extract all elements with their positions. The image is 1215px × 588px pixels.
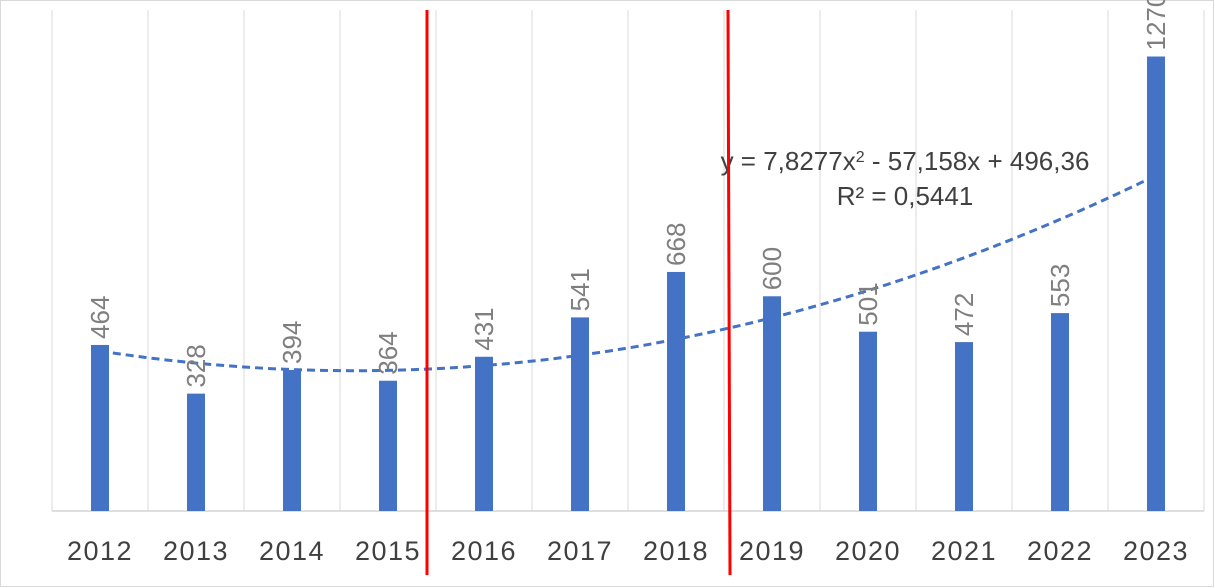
x-tick-label: 2016 (451, 536, 517, 566)
bar (187, 393, 205, 511)
x-tick-label: 2021 (931, 536, 997, 566)
x-tick-label: 2023 (1123, 536, 1189, 566)
x-tick-label: 2014 (259, 536, 325, 566)
x-tick-label: 2022 (1027, 536, 1093, 566)
data-label: 668 (661, 223, 691, 266)
bar (379, 380, 397, 511)
bar (283, 370, 301, 511)
x-tick-label: 2015 (355, 536, 421, 566)
equation-part: - 57,158x + 496,36 (865, 146, 1090, 176)
data-label: 328 (181, 344, 211, 387)
data-label: 1270 (1141, 0, 1171, 51)
labels: 2012 464 2013 328 2014 394 2015 364 2016 431 2017 5… (67, 0, 1189, 566)
trendline (99, 174, 1157, 373)
x-tick-label: 2019 (739, 536, 805, 566)
data-label: 431 (469, 307, 499, 350)
x-tick-label: 2017 (547, 536, 613, 566)
bar (955, 342, 973, 511)
x-tick-label: 2012 (67, 536, 133, 566)
data-label: 501 (853, 282, 883, 325)
trendline-r-squared: R² = 0,5441 (837, 181, 974, 211)
data-label: 541 (565, 268, 595, 311)
bar (475, 356, 493, 511)
bar (1051, 313, 1069, 511)
bar (571, 317, 589, 511)
grid (51, 10, 1205, 512)
data-label: 394 (277, 321, 307, 364)
data-label: 464 (85, 296, 115, 339)
equation-exponent: 2 (856, 149, 865, 166)
bars (91, 56, 1165, 512)
bar (1147, 56, 1165, 512)
x-tick-label: 2018 (643, 536, 709, 566)
data-label: 600 (757, 247, 787, 290)
bar (763, 296, 781, 511)
data-label: 364 (373, 331, 403, 374)
divider-line (726, 9, 732, 576)
bar (667, 271, 685, 511)
x-tick-label: 2020 (835, 536, 901, 566)
bar (91, 344, 109, 511)
data-label: 553 (1045, 264, 1075, 307)
equation-part: y = 7,8277x (721, 146, 856, 176)
data-label: 472 (949, 293, 979, 336)
x-tick-label: 2013 (163, 536, 229, 566)
trendline-equation: y = 7,8277x2 - 57,158x + 496,36 (721, 146, 1090, 176)
bar (859, 331, 877, 511)
